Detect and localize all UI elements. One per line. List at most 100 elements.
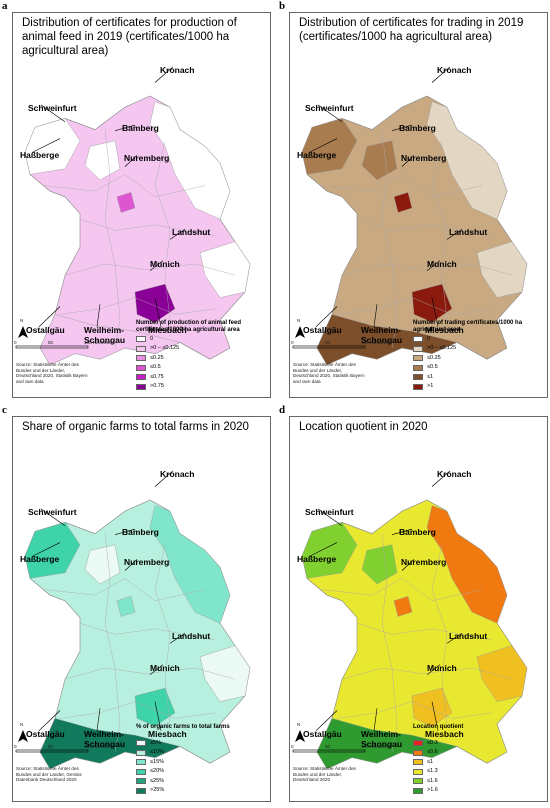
district-border <box>431 140 448 321</box>
leader-line <box>124 559 138 571</box>
source-note: Source: Statistische Ämter des Bundes un… <box>293 766 356 782</box>
legend-label: 0 <box>427 335 431 342</box>
map-body <box>301 66 528 366</box>
region <box>134 687 176 727</box>
leader-line <box>40 104 66 123</box>
panel-frame <box>12 12 271 398</box>
legend-title: Location quotient <box>413 724 464 730</box>
city-label: Nuremberg <box>124 153 170 164</box>
panel-frame <box>289 416 548 802</box>
city-label: Kronach <box>160 64 195 75</box>
city-label: Haßberge <box>20 554 60 565</box>
district-border <box>321 174 483 198</box>
region <box>476 241 528 298</box>
legend-label: >1 <box>427 383 434 389</box>
district-border <box>321 578 483 602</box>
map <box>292 66 528 366</box>
legend-label: ≤0.5 <box>427 364 438 370</box>
legend-swatch <box>136 749 146 756</box>
legend-title: Number of trading certificates/1000 ha a… <box>413 320 523 333</box>
leader-line <box>431 66 451 83</box>
city-label: Bamberg <box>399 527 436 538</box>
legend-label: ≤5% <box>150 739 161 746</box>
city-label: Haßberge <box>297 554 337 565</box>
panel-letter: c <box>2 404 7 416</box>
region <box>149 101 231 220</box>
city-label: Kronach <box>437 64 472 75</box>
district-border <box>341 263 513 276</box>
leader-line <box>149 664 164 675</box>
legend-swatch <box>413 364 423 371</box>
scale-label: 100 Kilometers <box>361 340 392 345</box>
leader-line <box>96 304 101 327</box>
district-border <box>79 218 216 237</box>
district-border <box>356 622 493 641</box>
region <box>476 645 528 702</box>
district-border <box>154 140 171 321</box>
legend-label: ≤10% <box>150 749 165 755</box>
leader-line <box>315 306 338 327</box>
leader-line <box>32 542 61 557</box>
city-label: Ostallgäu <box>303 728 342 739</box>
city-label: Bamberg <box>399 123 436 134</box>
legend-swatch <box>413 749 423 756</box>
map-body <box>24 470 251 770</box>
legend-swatch <box>136 759 146 765</box>
region <box>116 596 136 617</box>
scale-bar <box>15 345 89 349</box>
city-label: Ostallgäu <box>303 324 342 335</box>
region <box>24 118 81 175</box>
city-label: Weilheim-Schongau <box>361 728 403 749</box>
leader-line <box>169 632 186 644</box>
north-label: N <box>20 318 24 323</box>
district-border <box>154 544 171 725</box>
region <box>39 314 181 366</box>
panel: b Distribution of certificates for tradin… <box>277 0 550 400</box>
legend-swatch <box>413 768 423 775</box>
region <box>39 718 181 770</box>
district-border <box>79 622 216 641</box>
region <box>411 687 453 727</box>
leader-line <box>114 528 136 536</box>
legend-label: ≤25% <box>150 777 165 784</box>
leader-line <box>149 260 164 271</box>
legend-label: 0 <box>150 335 154 342</box>
region <box>301 522 358 579</box>
region <box>134 283 176 323</box>
legend-swatch <box>136 778 146 784</box>
legend-label: ≤0.25 <box>150 354 164 361</box>
district-border <box>64 667 236 680</box>
city-label: Miesbach <box>148 728 187 739</box>
scale-label: 50 <box>325 744 331 749</box>
leader-line <box>169 228 186 240</box>
scale-label: 100 Kilometers <box>84 340 115 345</box>
region <box>393 192 413 213</box>
leader-line <box>309 138 338 153</box>
district-border <box>104 533 121 753</box>
leader-line <box>154 66 174 83</box>
leader-line <box>401 155 415 167</box>
legend-label: ≤0.5 <box>150 364 161 370</box>
legend-swatch <box>413 374 423 380</box>
region <box>199 241 251 298</box>
city-label: Landshut <box>172 227 211 238</box>
city-label: Weilheim-Schongau <box>84 728 126 749</box>
panel-letter: b <box>279 0 286 12</box>
legend-label: ≤0.3 <box>427 739 438 746</box>
leader-line <box>431 470 451 487</box>
leader-line <box>431 297 439 327</box>
city-label: Bamberg <box>122 123 159 134</box>
source-note: Source: Statistische Ämter des Bundes un… <box>16 766 82 782</box>
city-label: Schweinfurt <box>305 507 354 518</box>
legend-label: >1.6 <box>427 787 438 793</box>
leader-line <box>401 559 415 571</box>
panel-title: Share of organic farms to total farms in… <box>22 421 249 433</box>
scale-label: 0 <box>14 340 17 345</box>
legend-swatch <box>413 336 423 342</box>
leader-line <box>114 124 136 132</box>
district-border <box>44 174 206 198</box>
north-arrow <box>18 730 28 742</box>
region <box>411 283 453 323</box>
city-label: Munich <box>427 662 457 673</box>
